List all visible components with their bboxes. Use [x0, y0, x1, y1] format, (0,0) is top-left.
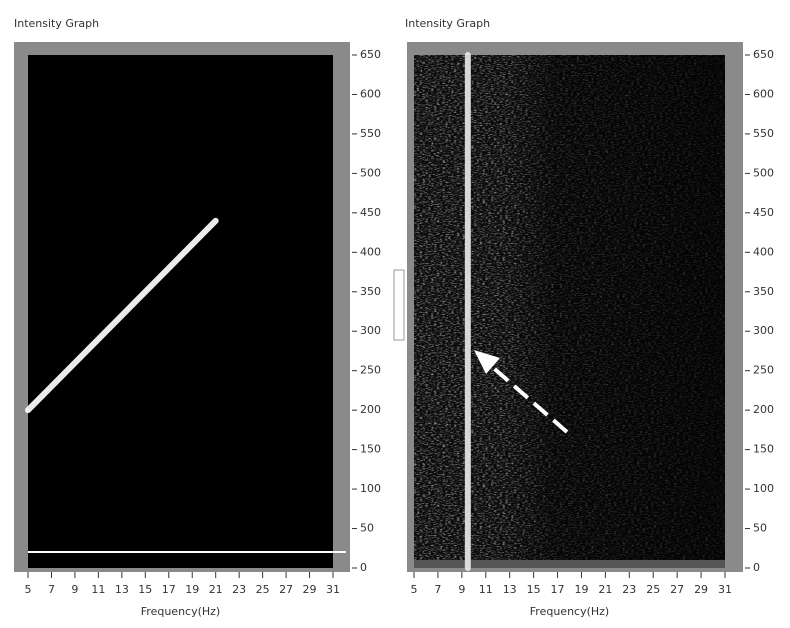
- x-tick-label: 19: [574, 583, 588, 596]
- x-tick-label: 23: [622, 583, 636, 596]
- y-tick-label: 0: [753, 561, 760, 574]
- y-tick-label: 100: [360, 482, 381, 495]
- y-tick-label: 0: [360, 561, 367, 574]
- y-tick-label: 300: [360, 324, 381, 337]
- x-tick-label: 9: [71, 583, 78, 596]
- x-tick-label: 23: [232, 583, 246, 596]
- y-tick-label: 550: [360, 127, 381, 140]
- x-tick-label: 31: [326, 583, 340, 596]
- y-tick-label: 150: [753, 443, 774, 456]
- chart-title: Intensity Graph: [14, 17, 99, 30]
- x-tick-label: 27: [670, 583, 684, 596]
- y-tick-label: 150: [360, 443, 381, 456]
- y-tick-label: 50: [360, 522, 374, 535]
- x-tick-label: 31: [718, 583, 732, 596]
- y-tick-label: 200: [360, 403, 381, 416]
- y-tick-label: 200: [753, 403, 774, 416]
- x-tick-label: 25: [646, 583, 660, 596]
- x-tick-label: 15: [527, 583, 541, 596]
- x-tick-label: 7: [434, 583, 441, 596]
- y-tick-label: 500: [753, 166, 774, 179]
- axis-label-box: [393, 269, 405, 341]
- x-tick-label: 21: [209, 583, 223, 596]
- x-tick-label: 17: [551, 583, 565, 596]
- x-tick-label: 19: [185, 583, 199, 596]
- x-axis-label: Frequency(Hz): [141, 605, 220, 618]
- x-tick-label: 13: [115, 583, 129, 596]
- x-axis-label: Frequency(Hz): [530, 605, 609, 618]
- y-tick-label: 600: [753, 87, 774, 100]
- y-tick-label: 250: [753, 364, 774, 377]
- x-tick-label: 17: [162, 583, 176, 596]
- y-tick-label: 350: [360, 285, 381, 298]
- y-tick-label: 600: [360, 87, 381, 100]
- x-tick-label: 7: [48, 583, 55, 596]
- plot-area: [28, 55, 333, 568]
- x-tick-label: 25: [256, 583, 270, 596]
- x-tick-label: 27: [279, 583, 293, 596]
- x-tick-label: 29: [303, 583, 317, 596]
- baseline-artifact: [414, 560, 725, 568]
- x-tick-label: 9: [458, 583, 465, 596]
- y-tick-label: 400: [360, 245, 381, 258]
- x-tick-label: 15: [138, 583, 152, 596]
- x-tick-label: 11: [479, 583, 493, 596]
- y-tick-label: 550: [753, 127, 774, 140]
- y-tick-label: 500: [360, 166, 381, 179]
- y-tick-label: 650: [360, 48, 381, 61]
- x-tick-label: 5: [25, 583, 32, 596]
- y-tick-label: 300: [753, 324, 774, 337]
- x-tick-label: 5: [411, 583, 418, 596]
- y-tick-label: 100: [753, 482, 774, 495]
- chart-title: Intensity Graph: [405, 17, 490, 30]
- y-tick-label: 650: [753, 48, 774, 61]
- x-tick-label: 21: [598, 583, 612, 596]
- data-line: [25, 217, 219, 414]
- y-tick-label: 450: [753, 206, 774, 219]
- y-tick-label: 450: [360, 206, 381, 219]
- y-tick-label: 250: [360, 364, 381, 377]
- y-tick-label: 50: [753, 522, 767, 535]
- y-tick-label: 400: [753, 245, 774, 258]
- y-tick-label: 350: [753, 285, 774, 298]
- x-tick-label: 11: [91, 583, 105, 596]
- x-tick-label: 13: [503, 583, 517, 596]
- x-tick-label: 29: [694, 583, 708, 596]
- arrow: [474, 350, 569, 434]
- noise-fade: [414, 55, 725, 568]
